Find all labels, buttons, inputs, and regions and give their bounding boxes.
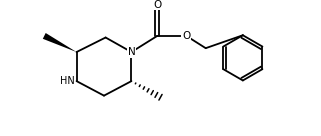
Text: N: N [127,47,135,57]
Polygon shape [43,33,76,52]
Text: O: O [153,0,161,10]
Text: O: O [182,31,190,41]
Text: HN: HN [60,76,75,86]
